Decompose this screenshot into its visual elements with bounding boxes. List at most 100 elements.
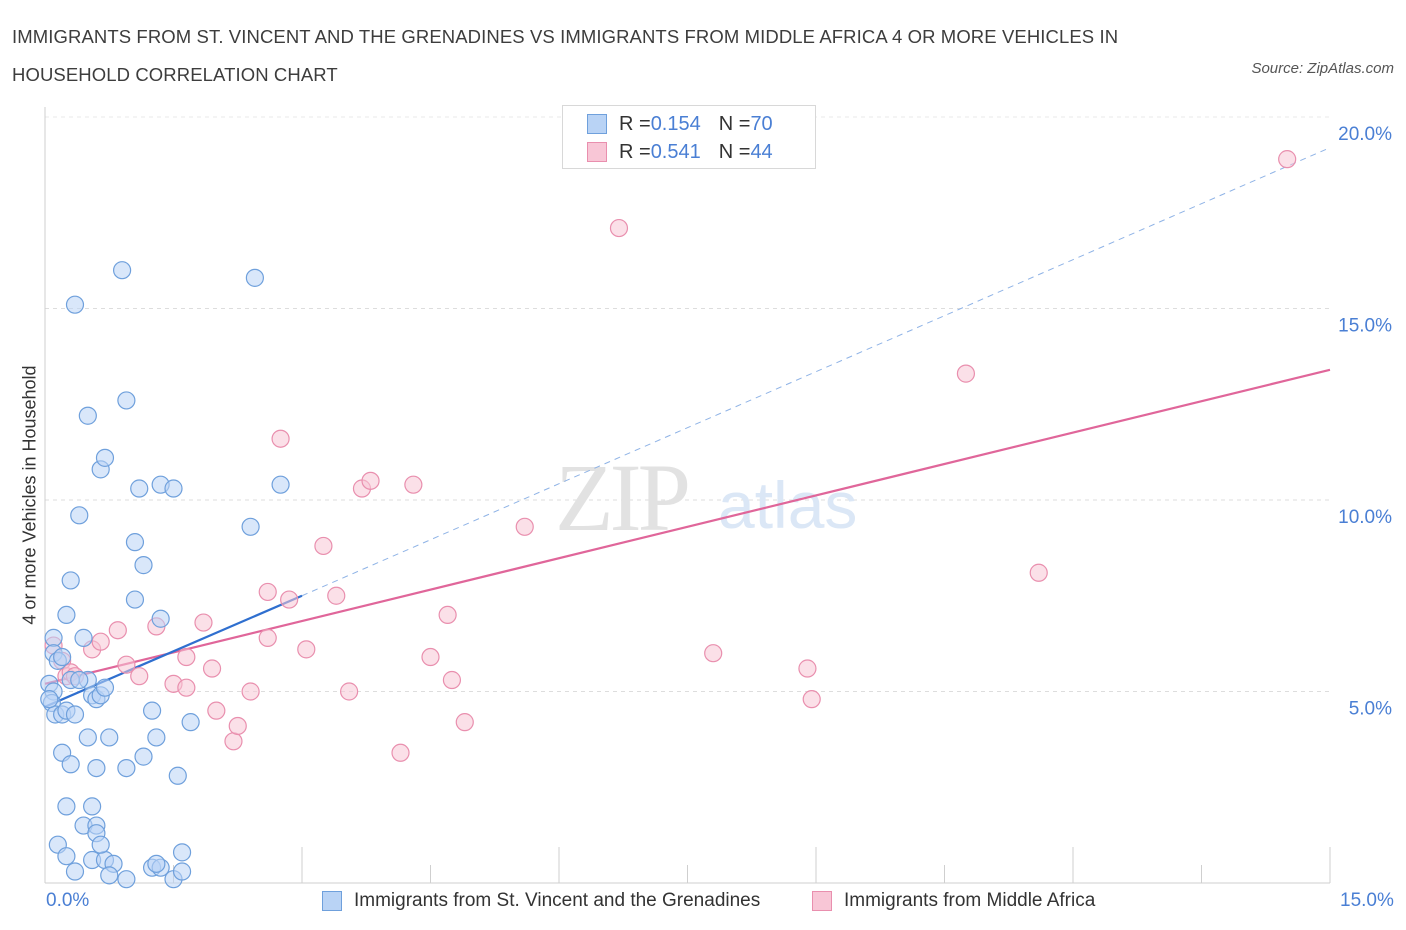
point-series-2	[280, 590, 299, 609]
point-series-1	[78, 406, 97, 425]
point-series-1	[241, 517, 260, 536]
point-series-1	[117, 758, 136, 778]
series-legend: Immigrants from St. Vincent and the Gren…	[0, 890, 1406, 916]
point-series-2	[798, 659, 817, 678]
point-series-2	[228, 716, 247, 736]
point-series-1	[130, 479, 149, 498]
point-series-1	[78, 728, 97, 747]
point-series-1	[172, 843, 192, 862]
point-series-1	[70, 670, 89, 690]
watermark-atlas: atlas	[718, 468, 857, 542]
y-axis-label: 4 or more Vehicles in Household	[19, 365, 40, 625]
point-series-1	[83, 797, 102, 816]
point-series-1	[57, 797, 76, 816]
series-2-swatch	[587, 142, 607, 162]
chart-source: Source: ZipAtlas.com	[1251, 60, 1394, 77]
point-series-2	[802, 690, 821, 709]
legend-item-series-1[interactable]: Immigrants from St. Vincent and the Gren…	[322, 890, 760, 912]
point-series-2	[117, 655, 136, 674]
point-series-1	[57, 605, 76, 625]
series-1-legend-swatch	[322, 891, 342, 911]
point-series-2	[241, 682, 260, 701]
point-series-2	[130, 667, 149, 686]
point-series-2	[609, 218, 629, 238]
r-label: R =	[619, 112, 651, 135]
n-value: 44	[750, 140, 773, 163]
point-series-1	[125, 590, 145, 609]
point-series-2	[327, 586, 346, 605]
point-series-1	[65, 705, 85, 724]
point-series-1	[168, 766, 187, 785]
point-series-2	[391, 743, 410, 762]
point-series-1	[70, 506, 89, 525]
legend-item-series-2[interactable]: Immigrants from Middle Africa	[812, 890, 1095, 912]
point-series-1	[65, 295, 85, 314]
point-series-1	[134, 556, 153, 575]
point-series-2	[1278, 150, 1297, 169]
stats-legend: R = 0.154 N = 70 R = 0.541 N = 44	[562, 105, 816, 169]
point-series-2	[297, 640, 316, 659]
r-value: 0.541	[650, 140, 701, 163]
point-series-1	[100, 866, 119, 885]
point-series-2	[108, 621, 127, 640]
point-series-1	[271, 475, 290, 494]
legend-label: Immigrants from Middle Africa	[844, 890, 1096, 911]
point-series-1	[112, 261, 132, 280]
point-series-2	[194, 613, 213, 632]
chart-title: IMMIGRANTS FROM ST. VINCENT AND THE GREN…	[12, 26, 1119, 85]
point-series-2	[224, 732, 243, 751]
point-series-1	[117, 870, 136, 889]
point-series-1	[147, 854, 166, 873]
r-label: R =	[619, 140, 651, 163]
point-series-1	[61, 755, 80, 774]
point-series-1	[142, 701, 162, 720]
point-series-2	[442, 670, 462, 690]
y-tick-label: 5.0%	[1349, 699, 1392, 720]
point-series-1	[91, 835, 110, 854]
point-series-1	[181, 713, 200, 732]
n-label: N =	[718, 112, 751, 135]
point-series-2	[421, 647, 440, 667]
x-tick-min: 0.0%	[46, 890, 90, 911]
point-series-2	[91, 632, 110, 651]
point-series-1	[164, 479, 183, 498]
trendline-series-2	[44, 368, 1331, 685]
point-series-2	[956, 364, 976, 383]
point-series-1	[95, 448, 115, 467]
point-series-2	[177, 647, 196, 667]
point-series-1	[100, 728, 119, 747]
point-series-2	[271, 429, 290, 448]
n-label: N =	[718, 140, 751, 163]
point-series-1	[57, 847, 76, 866]
point-series-1	[147, 728, 166, 747]
point-series-1	[61, 571, 80, 590]
point-series-1	[40, 690, 59, 709]
point-series-2	[258, 628, 277, 647]
y-tick-label: 20.0%	[1338, 124, 1392, 145]
point-series-2	[404, 475, 423, 494]
point-series-2	[438, 605, 457, 625]
point-series-2	[314, 536, 333, 556]
point-series-1	[117, 391, 136, 410]
stats-row-series-1: R = 0.154 N = 70	[587, 112, 773, 136]
point-series-2	[258, 582, 277, 602]
n-value: 70	[750, 112, 773, 135]
point-series-2	[177, 678, 196, 697]
point-series-1	[134, 747, 153, 766]
series-1-swatch	[587, 114, 607, 134]
point-series-1	[125, 533, 145, 552]
legend-label: Immigrants from St. Vincent and the Gren…	[354, 890, 761, 911]
point-series-1	[65, 862, 85, 881]
r-value: 0.154	[650, 112, 701, 135]
point-series-2	[202, 659, 222, 678]
stats-row-series-2: R = 0.541 N = 44	[587, 140, 773, 164]
point-series-1	[151, 609, 170, 628]
point-series-2	[704, 644, 723, 663]
point-series-1	[44, 628, 63, 647]
point-series-1	[172, 862, 192, 881]
point-series-1	[245, 268, 264, 287]
point-series-2	[340, 682, 359, 701]
y-tick-label: 10.0%	[1338, 507, 1392, 528]
point-series-1	[87, 758, 106, 778]
